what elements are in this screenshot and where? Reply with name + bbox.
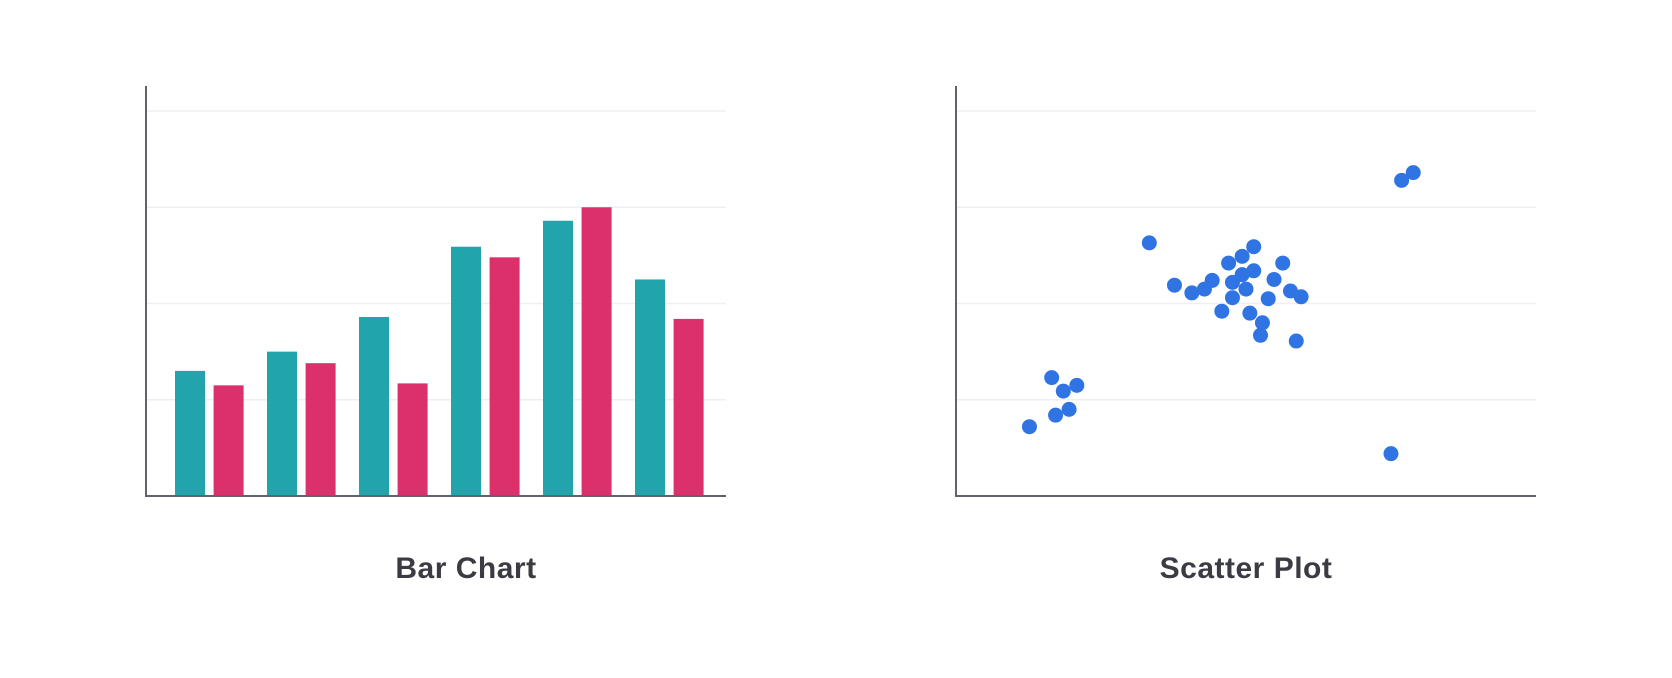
scatter-point bbox=[1246, 263, 1262, 279]
bar-series-2 bbox=[489, 257, 520, 496]
scatter-point bbox=[1234, 248, 1250, 264]
scatter-point bbox=[1224, 290, 1240, 306]
bar-series-1 bbox=[635, 279, 665, 496]
scatter-point bbox=[1242, 305, 1258, 321]
bar-series-2 bbox=[305, 363, 336, 496]
bar-series-1 bbox=[359, 316, 389, 496]
bar-series-1 bbox=[267, 351, 297, 496]
scatter-point bbox=[1141, 235, 1157, 251]
bar-series-2 bbox=[213, 385, 244, 496]
scatter-point bbox=[1288, 333, 1304, 349]
scatter-point bbox=[1021, 419, 1037, 435]
bar-chart bbox=[145, 86, 726, 497]
scatter-point bbox=[1293, 289, 1309, 305]
scatter-point bbox=[1405, 165, 1421, 181]
scatter-plot bbox=[955, 86, 1536, 497]
scatter-point bbox=[1394, 172, 1410, 188]
scatter-point bbox=[1254, 315, 1270, 331]
scatter-plot-title: Scatter Plot bbox=[1159, 552, 1333, 585]
scatter-point bbox=[1048, 407, 1064, 423]
bar-series-2 bbox=[673, 318, 704, 496]
scatter-point bbox=[1234, 267, 1250, 283]
scatter-point bbox=[1246, 239, 1262, 255]
scatter-point bbox=[1238, 281, 1254, 297]
scatter-point bbox=[1055, 383, 1071, 399]
bar-series-1 bbox=[543, 220, 573, 496]
scatter-point bbox=[1266, 271, 1282, 287]
scatter-point bbox=[1253, 327, 1268, 343]
scatter-point bbox=[1069, 377, 1085, 393]
bar-chart-title: Bar Chart bbox=[395, 552, 537, 585]
bar-series-1 bbox=[451, 246, 481, 496]
scatter-point bbox=[1204, 272, 1220, 288]
scatter-point bbox=[1184, 285, 1200, 301]
bar-series-2 bbox=[397, 383, 428, 496]
scatter-point bbox=[1044, 370, 1060, 386]
scatter-point bbox=[1275, 255, 1291, 271]
scatter-point bbox=[1221, 255, 1237, 271]
bar-series-1 bbox=[175, 370, 205, 496]
scatter-point bbox=[1166, 277, 1182, 293]
scatter-point bbox=[1383, 446, 1399, 462]
scatter-point bbox=[1214, 303, 1230, 319]
scatter-point bbox=[1061, 401, 1077, 417]
scatter-point bbox=[1260, 291, 1276, 307]
bar-series-2 bbox=[581, 207, 612, 496]
